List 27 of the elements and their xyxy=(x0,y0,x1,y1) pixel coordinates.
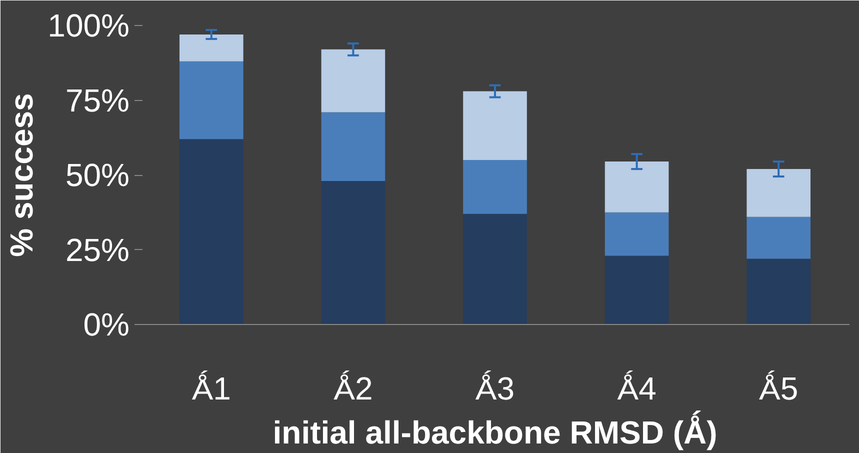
x-tick-label: Ǻ5 xyxy=(759,370,798,406)
y-tick-label: 25% xyxy=(65,232,130,268)
bar xyxy=(463,91,527,160)
bar xyxy=(604,212,669,256)
y-axis-title: % success xyxy=(4,93,40,257)
bar xyxy=(321,112,386,181)
x-tick-label: Ǻ3 xyxy=(475,370,515,406)
bar xyxy=(179,34,244,62)
bar xyxy=(604,256,669,324)
bar xyxy=(179,61,244,140)
x-tick-label: Ǻ2 xyxy=(334,370,373,406)
bar xyxy=(463,214,527,324)
x-tick-label: Ǻ1 xyxy=(192,370,231,406)
bar xyxy=(746,258,811,324)
y-tick-label: 100% xyxy=(48,8,130,44)
y-tick-label: 75% xyxy=(65,82,130,118)
bar xyxy=(604,162,669,212)
bar xyxy=(746,216,811,259)
y-tick-label: 50% xyxy=(65,157,130,193)
x-axis-title: initial all-backbone RMSD (Ǻ) xyxy=(272,410,718,450)
bar xyxy=(746,169,811,217)
x-tick-label: Ǻ4 xyxy=(617,370,656,406)
bar xyxy=(321,180,386,324)
bar xyxy=(321,49,386,112)
y-tick-label: 0% xyxy=(83,306,130,342)
bar xyxy=(179,139,244,324)
bar xyxy=(463,160,527,214)
